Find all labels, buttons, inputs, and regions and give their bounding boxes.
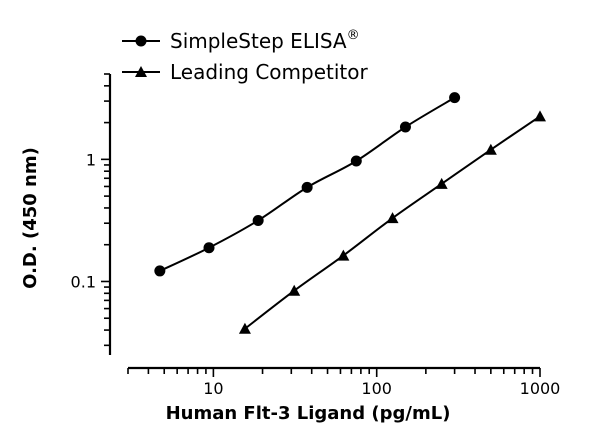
data-point-simplestep — [301, 181, 313, 193]
data-point-simplestep — [350, 155, 362, 167]
legend-registered-mark: ® — [347, 28, 360, 43]
data-point-competitor — [484, 143, 497, 155]
data-point-simplestep — [399, 121, 411, 133]
legend-label-simplestep: SimpleStep ELISA — [170, 29, 347, 53]
data-point-simplestep — [449, 92, 461, 104]
y-tick-label: 0.1 — [71, 272, 96, 291]
axes — [108, 74, 540, 370]
legend-item-simplestep: SimpleStep ELISA® — [122, 28, 360, 53]
y-tick-label: 1 — [86, 150, 96, 169]
data-point-competitor — [337, 249, 350, 261]
legend-item-competitor: Leading Competitor — [122, 60, 368, 84]
y-axis-title: O.D. (450 nm) — [20, 147, 41, 289]
x-tick-label: 100 — [361, 379, 392, 398]
data-point-simplestep — [252, 214, 264, 226]
x-axis-title: Human Flt-3 Ligand (pg/mL) — [166, 403, 451, 424]
x-tick-label: 10 — [203, 379, 223, 398]
legend-marker-triangle — [135, 66, 147, 77]
data-point-competitor — [288, 284, 301, 296]
data-point-competitor — [534, 110, 546, 122]
data-point-simplestep — [154, 265, 166, 277]
legend: SimpleStep ELISA® Leading Competitor — [122, 28, 368, 84]
data-point-competitor — [386, 212, 399, 224]
data-point-simplestep — [203, 242, 215, 254]
x-tick-label: 1000 — [520, 379, 561, 398]
data-point-competitor — [435, 177, 448, 189]
legend-label-competitor: Leading Competitor — [170, 60, 368, 84]
data-point-competitor — [238, 322, 251, 334]
legend-marker-circle — [135, 35, 147, 47]
ticks: 10 100 1000 0.1 1 — [71, 73, 561, 398]
svg-text:SimpleStep ELISA®: SimpleStep ELISA® — [170, 28, 360, 53]
series-layer — [154, 92, 546, 334]
